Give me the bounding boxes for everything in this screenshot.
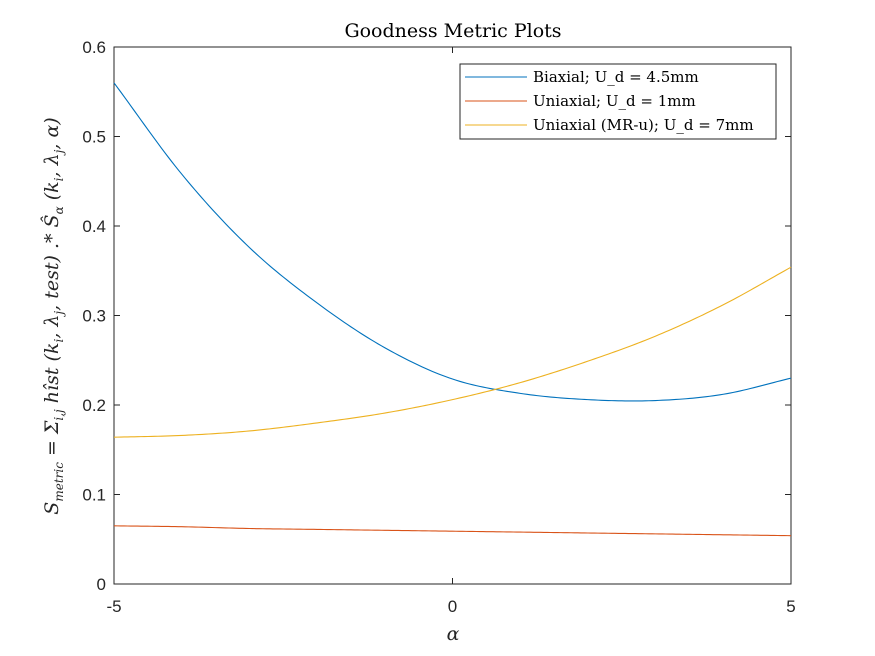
x-axis-label: α [447,623,460,645]
legend-entry-uniaxial: Uniaxial; U_d = 1mm [533,92,696,110]
y-tick-label: 0.5 [82,128,106,147]
x-tick-label: -5 [106,597,121,616]
y-tick-label: 0.6 [82,38,106,57]
legend-entry-biaxial: Biaxial; U_d = 4.5mm [533,68,699,86]
y-axis-label-group: Smetric = Σi,j hîst (ki, λj, test) .* Ŝα… [40,117,66,514]
y-axis-label: Smetric = Σi,j hîst (ki, λj, test) .* Ŝα… [40,117,66,514]
x-tick-label: 5 [786,597,795,616]
axis-ticks: 00.10.20.30.40.50.6-5 0 5 [82,38,795,616]
legend: Biaxial; U_d = 4.5mm Uniaxial; U_d = 1mm… [459,63,777,140]
y-tick-label: 0.1 [82,486,106,505]
series-lines [113,82,792,537]
y-tick-label: 0.2 [82,396,106,415]
x-tick-label: 0 [448,597,457,616]
legend-entry-uniaxial-mr-u: Uniaxial (MR-u); U_d = 7mm [533,116,754,134]
y-tick-label: 0.3 [82,307,106,326]
series-line-uniaxial-mr-u [113,266,792,438]
series-line-biaxial [113,82,792,402]
y-tick-label: 0.4 [82,217,106,236]
chart-title: Goodness Metric Plots [344,20,561,42]
series-line-uniaxial [113,525,792,537]
y-tick-label: 0 [97,575,106,594]
